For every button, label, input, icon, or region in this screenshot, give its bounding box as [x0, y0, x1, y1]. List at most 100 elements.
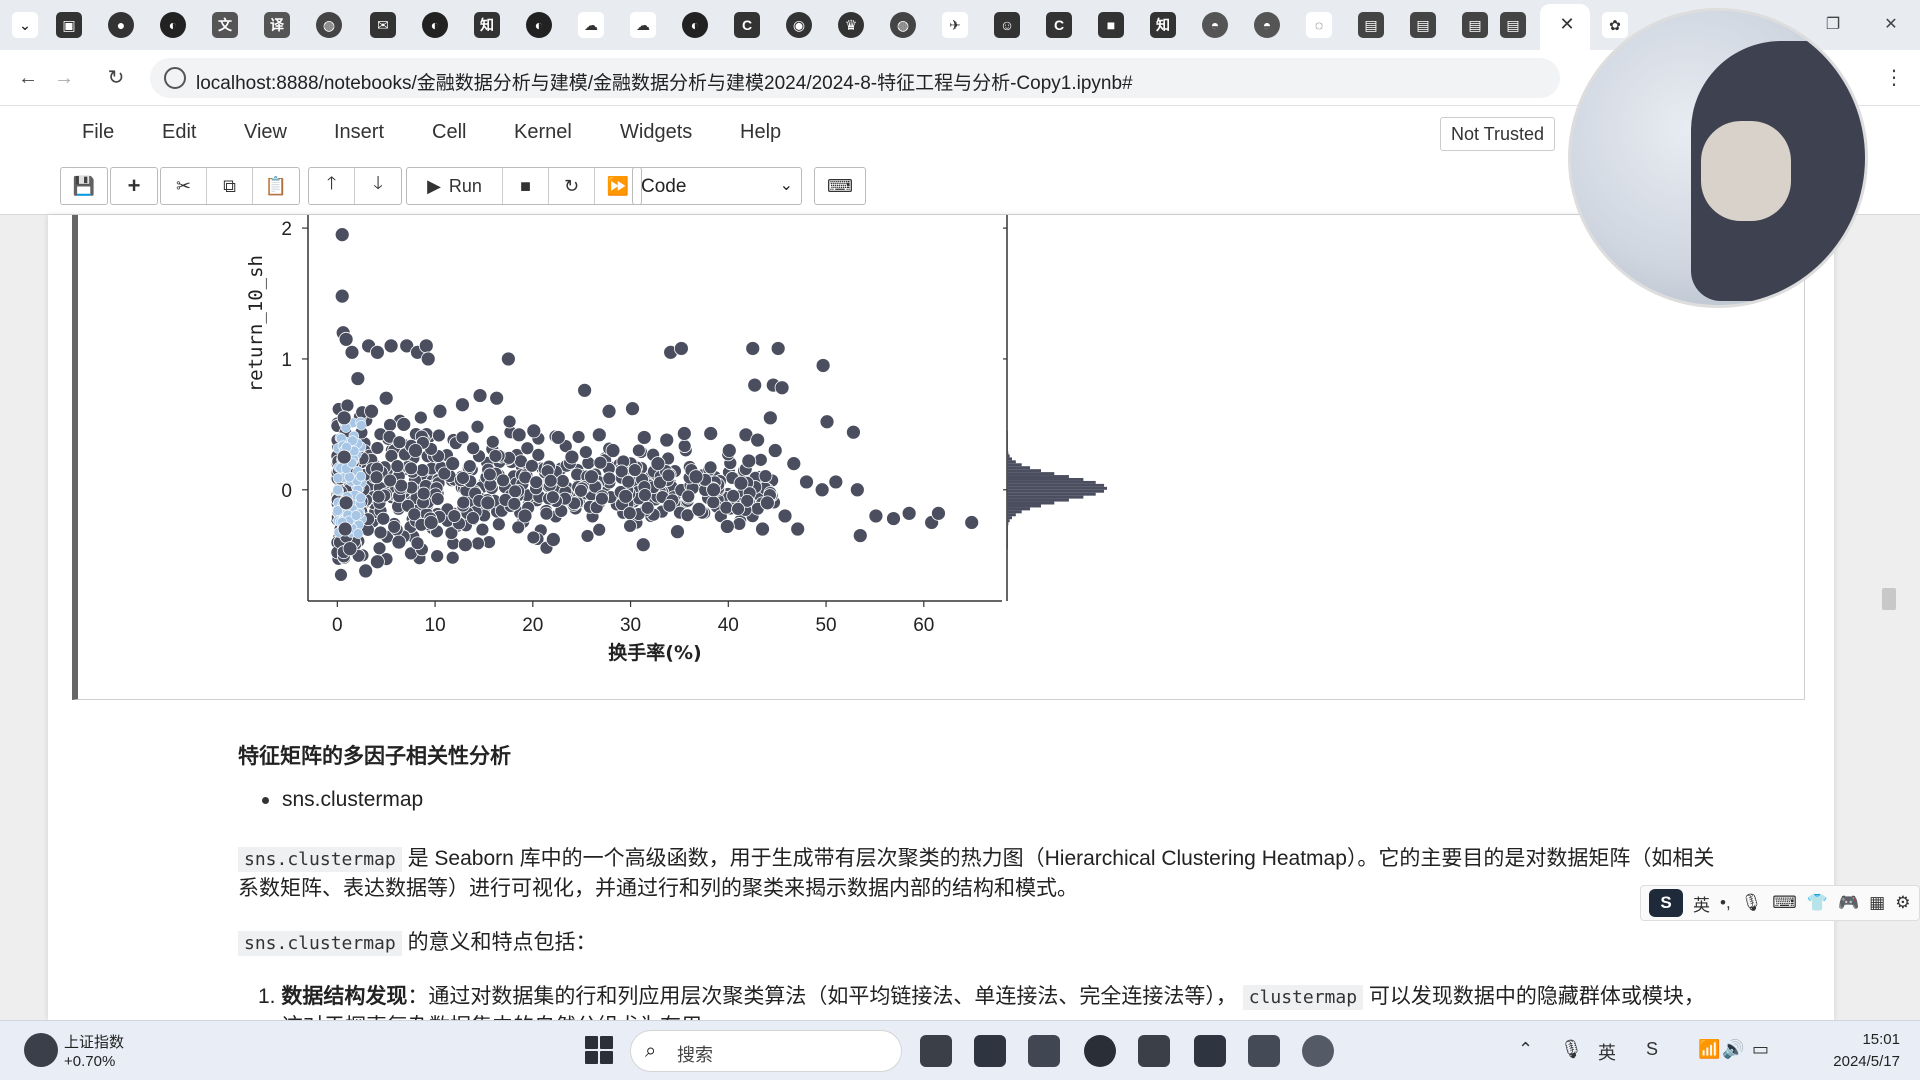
site-info-icon[interactable] — [164, 67, 186, 89]
marginal-histogram-bar — [1007, 536, 1008, 540]
taskbar-files-icon[interactable] — [1028, 1035, 1060, 1067]
stop-icon[interactable]: ■ — [503, 168, 549, 204]
tab-search-menu-icon[interactable]: ⌄ — [12, 12, 38, 38]
menu-help[interactable]: Help — [740, 121, 782, 143]
tray-sogou-icon[interactable]: S — [1646, 1039, 1659, 1059]
taskbar-terminal-icon[interactable] — [1194, 1035, 1226, 1067]
tab-bowl-icon[interactable]: ◓ — [1202, 12, 1228, 38]
tab-bowl-2-icon[interactable]: ◓ — [1254, 12, 1280, 38]
menu-cell[interactable]: Cell — [432, 121, 467, 143]
clock-date[interactable]: 2024/5/17 — [1833, 1053, 1900, 1070]
tab-translate-icon[interactable]: 文 — [212, 12, 238, 38]
paste-icon[interactable]: 📋 — [264, 175, 288, 196]
tab-c-2-icon[interactable]: C — [1046, 12, 1072, 38]
taskbar-camera-icon[interactable] — [1302, 1035, 1334, 1067]
tab-zhihu-2-icon[interactable]: 知 — [1150, 12, 1176, 38]
tab-globe-icon[interactable]: ◍ — [316, 12, 342, 38]
taskbar-cursor-icon[interactable] — [1138, 1035, 1170, 1067]
tab-close-icon[interactable]: ✕ — [1559, 14, 1575, 34]
menu-kernel[interactable]: Kernel — [514, 121, 572, 143]
keyboard-icon[interactable]: ⌨ — [827, 175, 853, 196]
forward-arrow-icon[interactable]: → — [54, 67, 74, 89]
taskbar-task-view-icon[interactable] — [920, 1035, 952, 1067]
taskbar-wps-icon[interactable] — [1248, 1035, 1280, 1067]
taskbar-chrome-icon[interactable] — [1084, 1035, 1116, 1067]
menu-edit[interactable]: Edit — [162, 121, 197, 143]
url-text[interactable]: localhost:8888/notebooks/金融数据分析与建模/金融数据分… — [196, 73, 1133, 94]
clock-time[interactable]: 15:01 — [1862, 1031, 1900, 1048]
tab-paw-icon[interactable]: ✿ — [1602, 12, 1628, 38]
tab-github-4-icon[interactable]: ◐ — [682, 12, 708, 38]
tab-github-icon[interactable]: ◐ — [160, 12, 186, 38]
tab-bilibili-icon[interactable]: ▣ — [56, 12, 82, 38]
tab-translate-2-icon[interactable]: 译 — [264, 12, 290, 38]
tab-mail-icon[interactable]: ✉ — [370, 12, 396, 38]
stock-widget-change[interactable]: +0.70% — [64, 1053, 116, 1070]
settings-icon[interactable]: ⚙ — [1895, 893, 1911, 912]
tab-zhihu-icon[interactable]: 知 — [474, 12, 500, 38]
tab-robot-icon[interactable]: ☺ — [994, 12, 1020, 38]
tab-book-icon[interactable]: ▤ — [1358, 12, 1384, 38]
scrollbar-thumb[interactable] — [1882, 588, 1896, 610]
output-cell[interactable] — [72, 215, 1805, 700]
reload-icon[interactable]: ↻ — [107, 67, 125, 89]
back-arrow-icon[interactable]: ← — [18, 67, 38, 89]
move-down-icon[interactable]: 🡓 — [373, 173, 383, 193]
taskbar-folder-icon[interactable] — [974, 1035, 1006, 1067]
tray-wifi-icon[interactable]: 📶 — [1698, 1039, 1721, 1059]
copy-icon[interactable]: ⧉ — [207, 168, 253, 204]
keyboard-icon[interactable]: ⌨ — [1772, 893, 1797, 912]
restart-icon[interactable]: ↻ — [549, 168, 595, 204]
save-icon[interactable]: 💾 — [72, 175, 96, 196]
restart-run-all-icon[interactable]: ⏩ — [606, 175, 630, 196]
tab-crown-icon[interactable]: ♛ — [838, 12, 864, 38]
menu-insert[interactable]: Insert — [334, 121, 385, 143]
tab-c-icon[interactable]: C — [734, 12, 760, 38]
tab-book-4-icon[interactable]: ▤ — [1500, 12, 1526, 38]
scatter-point — [511, 520, 526, 535]
tray-microphone-icon[interactable]: 🎙 — [1560, 1039, 1583, 1059]
taskbar-search-box[interactable]: ⌕ 搜索 — [630, 1030, 902, 1072]
window-restore-icon[interactable]: ❐ — [1825, 16, 1841, 33]
tray-battery-icon[interactable]: ▭ — [1752, 1039, 1770, 1059]
tab-cloud-icon[interactable]: ☁ — [578, 12, 604, 38]
tray-chevron-up-icon[interactable]: ⌃ — [1518, 1039, 1534, 1059]
stock-widget-icon[interactable] — [24, 1033, 58, 1067]
tab-book-2-icon[interactable]: ▤ — [1410, 12, 1436, 38]
window-close-icon[interactable]: ✕ — [1884, 16, 1898, 33]
menu-view[interactable]: View — [244, 121, 287, 143]
insert-cell-icon[interactable]: + — [127, 173, 141, 198]
grid-icon[interactable]: ▦ — [1869, 893, 1886, 912]
trust-status-button[interactable]: Not Trusted — [1440, 117, 1556, 151]
ime-lang-toggle[interactable]: 英 — [1693, 895, 1710, 915]
tab-bird-icon[interactable]: ✈ — [942, 12, 968, 38]
tab-app-icon[interactable]: ● — [108, 12, 134, 38]
tab-chat-icon[interactable]: ◉ — [786, 12, 812, 38]
tab-loading-icon[interactable]: ◌ — [1306, 12, 1332, 38]
active-tab[interactable] — [1540, 4, 1590, 50]
tray-volume-icon[interactable]: 🔊 — [1722, 1039, 1745, 1059]
tab-globe-2-icon[interactable]: ◍ — [890, 12, 916, 38]
cell-type-select[interactable]: Code ⌄ — [632, 167, 802, 205]
start-button[interactable] — [585, 1036, 613, 1064]
address-bar[interactable]: localhost:8888/notebooks/金融数据分析与建模/金融数据分… — [150, 58, 1560, 98]
marginal-histogram-bar — [1007, 430, 1008, 434]
stock-widget-name[interactable]: 上证指数 — [64, 1034, 125, 1051]
tab-cloud-2-icon[interactable]: ☁ — [630, 12, 656, 38]
menu-widgets[interactable]: Widgets — [620, 121, 693, 143]
tab-book-3-icon[interactable]: ▤ — [1462, 12, 1488, 38]
gamepad-icon[interactable]: 🎮 — [1838, 893, 1860, 912]
move-up-icon[interactable]: 🡑 — [309, 168, 355, 204]
microphone-icon[interactable]: 🎙 — [1740, 893, 1763, 912]
ime-punct-toggle[interactable]: •, — [1720, 893, 1731, 912]
menu-file[interactable]: File — [82, 121, 115, 143]
skin-icon[interactable]: 👕 — [1806, 893, 1828, 912]
tab-github-3-icon[interactable]: ◐ — [526, 12, 552, 38]
browser-menu-icon[interactable]: ⋮ — [1884, 67, 1904, 89]
tab-video-icon[interactable]: ■ — [1098, 12, 1124, 38]
sogou-logo-icon[interactable]: S — [1649, 889, 1683, 917]
cut-icon[interactable]: ✂ — [161, 168, 207, 204]
tab-github-2-icon[interactable]: ◐ — [422, 12, 448, 38]
tray-language[interactable]: 英 — [1598, 1043, 1616, 1063]
run-button[interactable]: ▶ Run — [407, 168, 503, 204]
